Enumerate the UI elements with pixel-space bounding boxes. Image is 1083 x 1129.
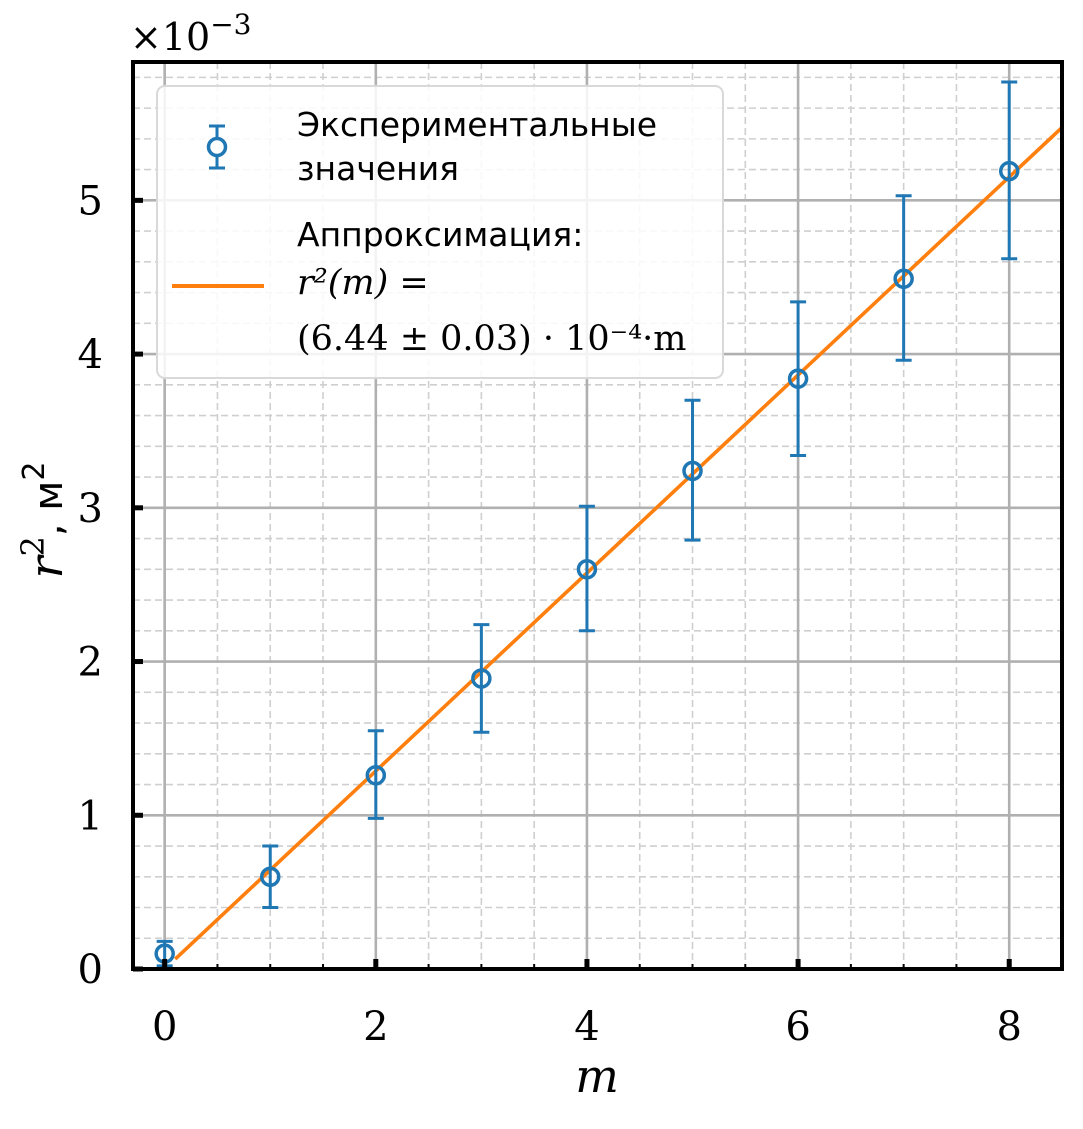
y-multiplier-base: ×10 [130, 15, 210, 59]
legend-box [156, 85, 724, 379]
data-point [998, 160, 1020, 182]
y-label-r: r [19, 554, 73, 579]
y-tick-label: 0 [78, 947, 103, 993]
legend: Экспериментальные значения Аппроксимация: r… [156, 85, 724, 379]
x-tick-label: 8 [996, 1004, 1021, 1050]
plot-frame [131, 60, 1064, 971]
y-axis-label: r2, м2 [14, 461, 73, 578]
data-point [365, 765, 387, 786]
data-point [893, 268, 914, 290]
legend-label-approx-formula: r²(m) = [297, 263, 429, 303]
data-point [787, 368, 809, 389]
legend-marker-icon [206, 136, 228, 158]
y-label-unit-sup: 2 [17, 461, 52, 480]
data-point [471, 668, 492, 689]
data-point [682, 460, 703, 482]
x-tick-label: 4 [574, 1004, 599, 1050]
data-point [259, 866, 281, 888]
y-multiplier: ×10−3 [130, 8, 251, 59]
y-label-unit: , м [26, 481, 72, 537]
y-tick-label: 5 [78, 178, 103, 224]
errorbar-group [154, 80, 1020, 968]
y-tick-label: 2 [78, 640, 103, 686]
y-label-r-sup: 2 [14, 536, 52, 556]
y-tick-label: 1 [78, 793, 103, 839]
x-axis-label: m [575, 1049, 619, 1103]
y-tick-label: 4 [78, 332, 103, 378]
legend-label-experimental: значения [297, 149, 459, 188]
x-tick-label: 2 [363, 1004, 388, 1050]
x-tick-label: 0 [152, 1004, 177, 1050]
y-multiplier-exp: −3 [210, 8, 251, 41]
fit-line [173, 126, 1062, 961]
fit-line-group [173, 126, 1062, 961]
legend-label-approx-title: Аппроксимация: [297, 215, 583, 254]
y-tick-label: 3 [78, 486, 103, 532]
data-point [576, 559, 598, 580]
legend-label-experimental: Экспериментальные [297, 105, 657, 144]
legend-label-approx-value: (6.44 ± 0.03) · 10⁻⁴·m [297, 319, 686, 359]
x-tick-label: 6 [785, 1004, 810, 1050]
